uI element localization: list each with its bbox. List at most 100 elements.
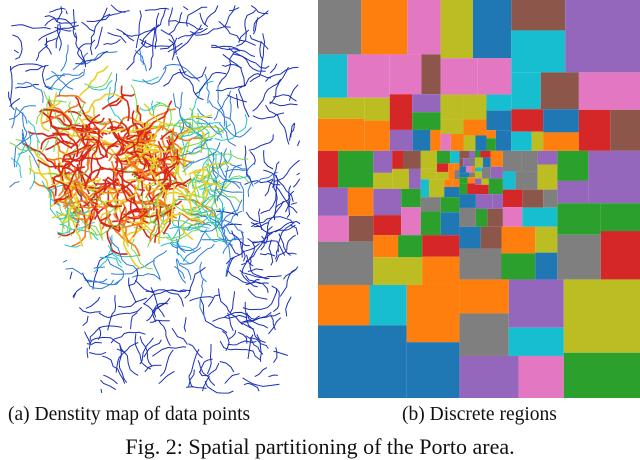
density-road-segment <box>91 103 96 118</box>
density-road-segment <box>219 123 237 147</box>
density-road-segment <box>68 150 89 162</box>
density-road-segment <box>156 101 172 134</box>
region-cell <box>522 189 544 208</box>
density-road-segment <box>161 231 180 247</box>
density-road-segment <box>148 182 155 211</box>
region-cell <box>412 129 431 151</box>
density-road-segment <box>12 34 23 60</box>
density-road-segment <box>229 291 235 314</box>
density-road-segment <box>72 286 83 297</box>
density-road-segment <box>189 132 206 155</box>
density-road-segment <box>263 169 294 202</box>
region-cell <box>521 150 538 172</box>
density-road-segment <box>200 131 210 154</box>
density-road-segment <box>202 195 216 205</box>
density-road-segment <box>188 369 195 388</box>
region-cell <box>420 150 437 169</box>
density-road-segment <box>80 51 118 65</box>
density-road-segment <box>175 251 191 265</box>
density-road-segment <box>40 100 62 133</box>
density-road-segment <box>260 175 277 215</box>
region-cell <box>480 150 491 158</box>
density-road-segment <box>195 117 222 136</box>
density-road-segment <box>290 122 295 138</box>
region-cell <box>486 94 512 111</box>
density-road-segment <box>25 64 49 72</box>
density-roads <box>8 4 301 394</box>
density-road-segment <box>171 289 187 293</box>
region-cell <box>463 158 469 167</box>
density-road-segment <box>286 185 292 218</box>
density-road-segment <box>221 210 243 231</box>
density-road-segment <box>216 210 239 216</box>
density-road-segment <box>239 269 282 279</box>
region-cell <box>557 203 601 235</box>
density-road-segment <box>261 33 266 62</box>
density-road-segment <box>128 121 152 134</box>
density-road-segment <box>72 9 78 40</box>
density-road-segment <box>153 250 168 281</box>
density-road-segment <box>48 7 66 13</box>
density-road-segment <box>84 278 108 283</box>
region-cell <box>563 279 640 353</box>
density-road-segment <box>211 44 255 58</box>
density-road-segment <box>82 315 89 326</box>
region-cell <box>475 135 487 151</box>
density-road-segment <box>252 17 259 35</box>
region-cell <box>508 279 564 328</box>
density-road-segment <box>55 23 61 49</box>
density-road-segment <box>73 167 94 206</box>
density-road-segment <box>89 351 107 355</box>
density-road-segment <box>175 238 186 253</box>
density-road-segment <box>285 190 295 213</box>
density-road-segment <box>243 382 260 392</box>
density-road-segment <box>225 243 260 265</box>
region-cell <box>474 157 483 168</box>
density-road-segment <box>78 116 86 129</box>
density-road-segment <box>218 151 241 189</box>
density-road-segment <box>115 342 139 373</box>
density-road-segment <box>275 234 296 263</box>
density-road-segment <box>110 331 146 344</box>
density-road-segment <box>38 140 50 157</box>
density-road-segment <box>64 202 70 218</box>
region-cell <box>495 130 512 151</box>
density-road-segment <box>97 199 126 207</box>
density-road-segment <box>171 146 183 166</box>
density-road-segment <box>107 295 117 331</box>
region-cell <box>487 208 503 227</box>
density-road-segment <box>250 216 294 228</box>
density-road-segment <box>118 297 147 308</box>
density-road-segment <box>241 259 258 288</box>
discrete-regions-figure <box>318 0 640 398</box>
density-road-segment <box>17 81 44 103</box>
density-road-segment <box>138 147 175 157</box>
density-road-segment <box>145 289 184 307</box>
density-road-segment <box>74 96 94 124</box>
density-road-segment <box>169 242 181 249</box>
density-road-segment <box>216 207 225 224</box>
subfigure-a-caption: (a) Denstity map of data points <box>8 404 250 426</box>
density-road-segment <box>199 12 209 28</box>
density-road-segment <box>227 340 257 346</box>
region-cell <box>588 150 640 204</box>
density-road-segment <box>139 336 153 367</box>
density-road-segment <box>228 243 241 256</box>
density-road-segment <box>8 105 37 120</box>
density-road-segment <box>249 151 256 165</box>
density-road-segment <box>137 139 157 142</box>
density-map-figure <box>8 4 301 394</box>
density-road-segment <box>269 63 278 74</box>
density-road-segment <box>74 192 80 218</box>
density-road-segment <box>62 200 87 208</box>
region-cell <box>459 183 468 195</box>
density-road-segment <box>120 175 135 204</box>
density-road-segment <box>159 37 178 50</box>
region-cell <box>488 178 503 195</box>
density-road-segment <box>214 114 248 141</box>
density-road-segment <box>244 178 274 185</box>
density-road-segment <box>145 100 173 131</box>
region-cells <box>318 0 640 398</box>
region-cell <box>401 207 421 236</box>
density-road-segment <box>152 346 187 357</box>
